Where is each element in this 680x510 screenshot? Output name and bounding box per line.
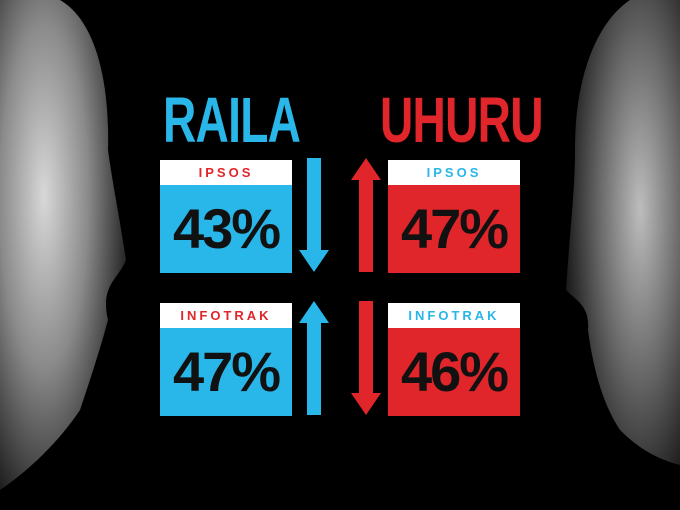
down-arrow [299,158,329,272]
poll-result: 47% [160,328,292,416]
poll-result: 43% [160,185,292,273]
up-arrow [351,158,381,272]
down-arrow [351,301,381,415]
right-portrait [566,0,680,465]
candidate-name: UHURU [380,84,544,156]
pollster: IPSOS [388,160,520,185]
poll-result: 46% [388,328,520,416]
trend-arrows [299,158,381,415]
left-portrait [0,0,126,490]
poll-result: 47% [388,185,520,273]
pollster: IPSOS [160,160,292,185]
up-arrow [299,301,329,415]
poll-card: IPSOS 47% [388,160,520,273]
poll-card: INFOTRAK 47% [160,303,292,416]
poll-card: IPSOS 43% [160,160,292,273]
pollster: INFOTRAK [388,303,520,328]
candidate-name: RAILA [163,84,301,156]
poll-card: INFOTRAK 46% [388,303,520,416]
pollster: INFOTRAK [160,303,292,328]
